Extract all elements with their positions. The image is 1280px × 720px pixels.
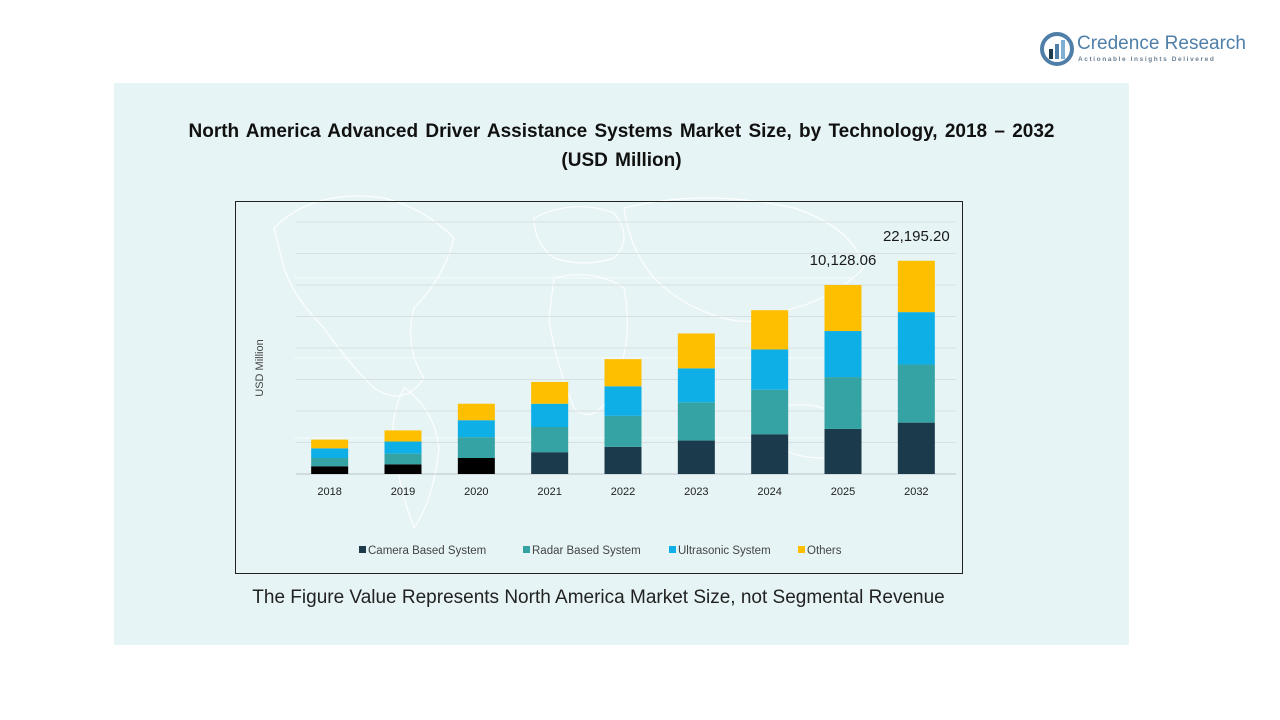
brand-tagline: Actionable Insights Delivered <box>1078 56 1216 63</box>
legend-label: Others <box>807 545 842 557</box>
x-tick-label: 2023 <box>684 486 708 498</box>
bar-camera-segment <box>311 466 349 474</box>
bar-others-segment <box>751 310 789 350</box>
bar-ultrasonic-segment <box>604 386 642 416</box>
stacked-bar-chart: USD Million 2018 2019 2020 2021 2022 2023 2024 2… <box>254 221 956 557</box>
bar-ultrasonic-segment <box>677 368 715 403</box>
bar-camera-segment <box>604 446 642 474</box>
bar-others-segment <box>311 439 349 449</box>
brand-logo: Credence Research Actionable Insights De… <box>1040 30 1255 70</box>
legend-label: Ultrasonic System <box>678 545 771 557</box>
bar-others-segment <box>457 403 495 421</box>
bar-radar-segment <box>751 389 789 435</box>
bar-others-segment <box>384 430 422 442</box>
bar-ultrasonic-segment <box>457 420 495 438</box>
bar-camera-segment <box>384 464 422 474</box>
bar-camera-segment <box>751 434 789 474</box>
chart-title-line-2: (USD Million) <box>561 150 682 171</box>
bar-radar-segment <box>457 437 495 459</box>
bar-radar-segment <box>824 377 862 429</box>
legend-swatch <box>798 546 805 553</box>
chart-frame: USD Million 2018 2019 2020 2021 2022 2023 2024 2… <box>235 201 963 574</box>
bar-ultrasonic-segment <box>897 312 935 365</box>
x-tick-label: 2032 <box>904 486 928 498</box>
bar-radar-segment <box>677 402 715 441</box>
bar-ultrasonic-segment <box>751 349 789 390</box>
y-axis-label: USD Million <box>254 339 266 396</box>
bar-others-segment <box>531 381 569 404</box>
bar-radar-segment <box>384 453 422 465</box>
x-tick-label: 2021 <box>537 486 561 498</box>
bar-radar-segment <box>311 458 349 467</box>
data-label: 10,128.06 <box>810 252 877 269</box>
bar-others-segment <box>824 285 862 332</box>
data-label: 22,195.20 <box>883 228 950 245</box>
bar-camera-segment <box>677 440 715 474</box>
x-tick-label: 2022 <box>611 486 635 498</box>
legend-swatch <box>669 546 676 553</box>
bar-ultrasonic-segment <box>311 448 349 459</box>
bar-ultrasonic-segment <box>531 403 569 427</box>
legend-label: Radar Based System <box>532 545 641 557</box>
legend-swatch <box>523 546 530 553</box>
x-tick-label: 2019 <box>391 486 415 498</box>
chart-panel: North America Advanced Driver Assistance… <box>114 83 1129 645</box>
legend-label: Camera Based System <box>368 545 486 557</box>
x-tick-label: 2020 <box>464 486 488 498</box>
bar-others-segment <box>604 359 642 387</box>
bar-camera-segment <box>824 428 862 474</box>
x-tick-label: 2018 <box>317 486 341 498</box>
legend-swatch <box>359 546 366 553</box>
bar-radar-segment <box>897 364 935 423</box>
chart-title: North America Advanced Driver Assistance… <box>114 117 1129 175</box>
bar-camera-segment <box>457 458 495 474</box>
bar-others-segment <box>897 260 935 313</box>
footnote: The Figure Value Represents North Americ… <box>252 587 945 608</box>
credence-logo-icon <box>1040 32 1074 66</box>
x-tick-label: 2024 <box>757 486 781 498</box>
bar-camera-segment <box>531 452 569 474</box>
brand-name: Credence Research <box>1077 33 1246 54</box>
bar-radar-segment <box>604 415 642 447</box>
bar-radar-segment <box>531 426 569 453</box>
bar-others-segment <box>677 333 715 369</box>
bar-ultrasonic-segment <box>824 331 862 378</box>
chart-title-line-1: North America Advanced Driver Assistance… <box>188 121 1055 142</box>
x-tick-label: 2025 <box>831 486 855 498</box>
bar-ultrasonic-segment <box>384 441 422 454</box>
bar-camera-segment <box>897 422 935 474</box>
